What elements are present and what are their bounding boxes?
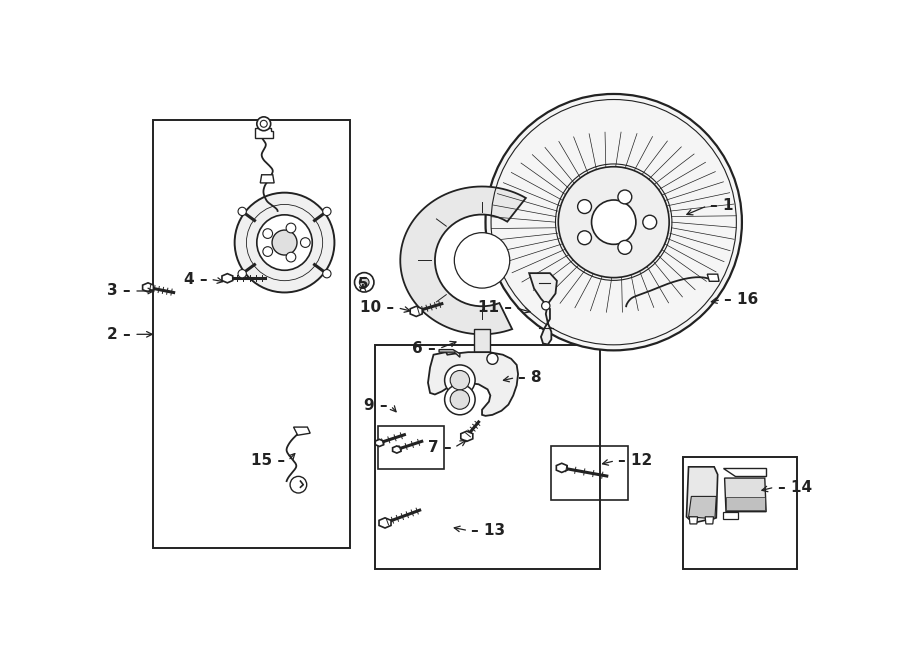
Circle shape <box>450 390 470 409</box>
Polygon shape <box>687 467 717 523</box>
Text: – 8: – 8 <box>518 370 542 385</box>
Text: 6 –: 6 – <box>412 341 436 356</box>
Polygon shape <box>724 468 766 476</box>
Text: 15 –: 15 – <box>251 453 285 468</box>
Circle shape <box>263 228 273 238</box>
Polygon shape <box>428 352 518 416</box>
Polygon shape <box>256 128 274 138</box>
Text: 3 –: 3 – <box>107 283 131 299</box>
Circle shape <box>256 215 312 270</box>
Circle shape <box>323 207 331 216</box>
Polygon shape <box>439 350 460 357</box>
Circle shape <box>260 120 267 127</box>
Polygon shape <box>706 517 714 524</box>
Polygon shape <box>724 512 738 519</box>
Polygon shape <box>410 307 422 316</box>
Circle shape <box>445 385 475 415</box>
Circle shape <box>591 200 636 244</box>
Circle shape <box>454 232 509 288</box>
Polygon shape <box>293 427 310 435</box>
Text: – 13: – 13 <box>472 523 506 538</box>
Bar <box>378 426 444 469</box>
Circle shape <box>355 273 374 292</box>
Text: – 16: – 16 <box>724 292 759 307</box>
Polygon shape <box>707 274 719 281</box>
Polygon shape <box>379 518 391 528</box>
Polygon shape <box>392 446 401 453</box>
Text: – 1: – 1 <box>710 199 734 213</box>
Circle shape <box>272 230 297 255</box>
Circle shape <box>301 238 310 248</box>
Circle shape <box>323 269 331 278</box>
Bar <box>374 344 599 569</box>
Circle shape <box>542 302 550 310</box>
Polygon shape <box>724 478 766 512</box>
Circle shape <box>359 277 369 287</box>
Circle shape <box>578 200 591 214</box>
Bar <box>153 120 350 548</box>
Circle shape <box>643 215 657 229</box>
Circle shape <box>238 269 247 278</box>
Circle shape <box>558 167 670 277</box>
Circle shape <box>238 207 247 216</box>
Circle shape <box>578 231 591 245</box>
Polygon shape <box>260 175 274 183</box>
Text: 4 –: 4 – <box>184 272 207 287</box>
Circle shape <box>487 354 498 364</box>
Polygon shape <box>461 431 472 442</box>
Text: 11 –: 11 – <box>478 301 512 315</box>
Text: 5: 5 <box>357 277 368 292</box>
Bar <box>683 457 797 569</box>
Polygon shape <box>726 497 765 510</box>
Circle shape <box>618 190 632 204</box>
Text: 7 –: 7 – <box>428 440 451 455</box>
Text: – 14: – 14 <box>778 480 812 495</box>
Text: 2 –: 2 – <box>107 327 131 342</box>
Polygon shape <box>400 187 526 334</box>
Circle shape <box>445 365 475 395</box>
Polygon shape <box>556 463 567 473</box>
Text: – 12: – 12 <box>618 453 652 468</box>
Circle shape <box>485 94 742 350</box>
Polygon shape <box>529 273 557 344</box>
Circle shape <box>286 223 296 233</box>
Polygon shape <box>473 329 491 352</box>
Polygon shape <box>142 283 153 292</box>
Polygon shape <box>222 273 233 283</box>
Polygon shape <box>375 440 383 446</box>
Circle shape <box>235 193 335 293</box>
Circle shape <box>290 477 307 493</box>
Text: 9 –: 9 – <box>364 398 388 413</box>
Text: 10 –: 10 – <box>360 301 394 315</box>
Polygon shape <box>688 496 716 519</box>
Circle shape <box>286 252 296 262</box>
Circle shape <box>450 371 470 390</box>
Circle shape <box>618 240 632 254</box>
Circle shape <box>256 117 271 130</box>
Bar <box>552 446 627 500</box>
Polygon shape <box>689 517 698 524</box>
Circle shape <box>263 247 273 256</box>
